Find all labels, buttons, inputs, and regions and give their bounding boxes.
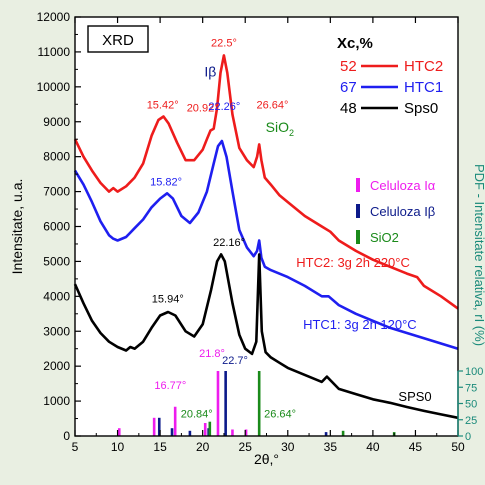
y-tick-label: 1000 — [43, 394, 70, 408]
annotations-layer: 22.5° 15.42° 20.92°22.26° 26.64° 15.82° 22.16… — [147, 37, 432, 420]
curve-label: SPS0 — [398, 389, 431, 404]
x-tick-label: 20 — [196, 440, 210, 454]
right-tick-label: 75 — [465, 382, 477, 394]
peak-annotation: 26.64° — [256, 99, 288, 111]
x-tick-label: 30 — [281, 440, 295, 454]
y-tick-label: 9000 — [43, 115, 70, 129]
axes-layer: 5 10 15 20 25 30 35 40 45 50010002000300040005000… — [9, 10, 485, 467]
xc-value: 67 — [340, 79, 357, 96]
peak-label: Iβ — [204, 63, 216, 79]
pdf-legend-swatch — [356, 230, 360, 244]
peak-label: SiO2 — [266, 119, 294, 138]
legend-layer: XRD Xc,% 52 HTC2 67 HTC1 48 Sps0 Celuloza Iα Celu… — [87, 25, 443, 245]
xc-legend-name: Sps0 — [404, 100, 438, 117]
peak-annotation: 16.77° — [154, 380, 186, 392]
x-tick-label: 10 — [111, 440, 125, 454]
xrd-box-label: XRD — [102, 32, 134, 49]
x-tick-label: 15 — [153, 440, 167, 454]
curve-label: HTC2: 3g 2h 220°C — [296, 255, 410, 270]
y-tick-label: 4000 — [43, 289, 70, 303]
x-tick-label: 35 — [324, 440, 338, 454]
peak-annotation: 21.8° — [199, 348, 225, 360]
series-line-htc1 — [73, 139, 459, 350]
y-tick-label: 6000 — [43, 220, 70, 234]
pdf-legend-label: Celuloza Iα — [370, 178, 436, 193]
series-line-htc2 — [73, 54, 459, 310]
pdf-legend-label: Celuloza Iβ — [370, 204, 435, 219]
x-tick-label: 40 — [366, 440, 380, 454]
xc-legend-name: HTC2 — [404, 58, 443, 75]
right-tick-label: 100 — [465, 366, 483, 378]
reference-lines-layer — [117, 371, 396, 436]
xc-legend-name: HTC1 — [404, 79, 443, 96]
pdf-legend-swatch — [356, 204, 360, 218]
y-tick-label: 3000 — [43, 324, 70, 338]
y-axis-title: Intensitate, u.a. — [9, 179, 25, 275]
y-tick-label: 10000 — [37, 80, 71, 94]
series-line-sps0 — [73, 253, 459, 420]
peak-annotation: 20.92° — [187, 103, 219, 115]
peak-annotation: 15.82° — [150, 176, 182, 188]
series-layer — [73, 54, 459, 420]
right-axis-title: PDF - Intensitate relativa, rI (%) — [472, 164, 485, 346]
x-tick-label: 5 — [72, 440, 79, 454]
peak-annotation: 22.26° — [208, 101, 240, 113]
right-tick-label: 25 — [465, 415, 477, 427]
y-tick-label: 0 — [63, 429, 70, 443]
x-tick-label: 45 — [409, 440, 423, 454]
y-tick-label: 7000 — [43, 185, 70, 199]
x-tick-label: 50 — [451, 440, 465, 454]
peak-annotation: 15.42° — [147, 99, 179, 111]
y-tick-label: 12000 — [37, 10, 71, 24]
peak-annotation: 15.94° — [152, 294, 184, 306]
y-tick-label: 8000 — [43, 150, 70, 164]
plot-area — [75, 17, 458, 436]
y-tick-label: 5000 — [43, 254, 70, 268]
peak-annotation: 26.64° — [264, 408, 296, 420]
peak-annotation: 22.16° — [213, 237, 245, 249]
peak-annotation: 22.5° — [211, 37, 237, 49]
y-tick-label: 11000 — [38, 45, 71, 59]
right-tick-label: 0 — [465, 431, 471, 443]
peak-annotation: 20.84° — [181, 408, 213, 420]
peak-label-subscript: 2 — [289, 128, 294, 138]
y-tick-label: 2000 — [43, 359, 70, 373]
pdf-legend-label: SiO2 — [370, 230, 399, 245]
xc-value: 52 — [340, 58, 357, 75]
x-tick-label: 25 — [239, 440, 253, 454]
peak-annotation: 22.7° — [222, 355, 248, 367]
xc-value: 48 — [340, 100, 357, 117]
right-tick-label: 50 — [465, 399, 477, 411]
x-axis-title: 2θ,° — [254, 451, 279, 467]
curve-label: HTC1: 3g 2h 120°C — [303, 317, 417, 332]
xc-legend-header: Xc,% — [337, 35, 373, 52]
xrd-box — [87, 25, 149, 53]
pdf-legend-swatch — [356, 178, 360, 192]
